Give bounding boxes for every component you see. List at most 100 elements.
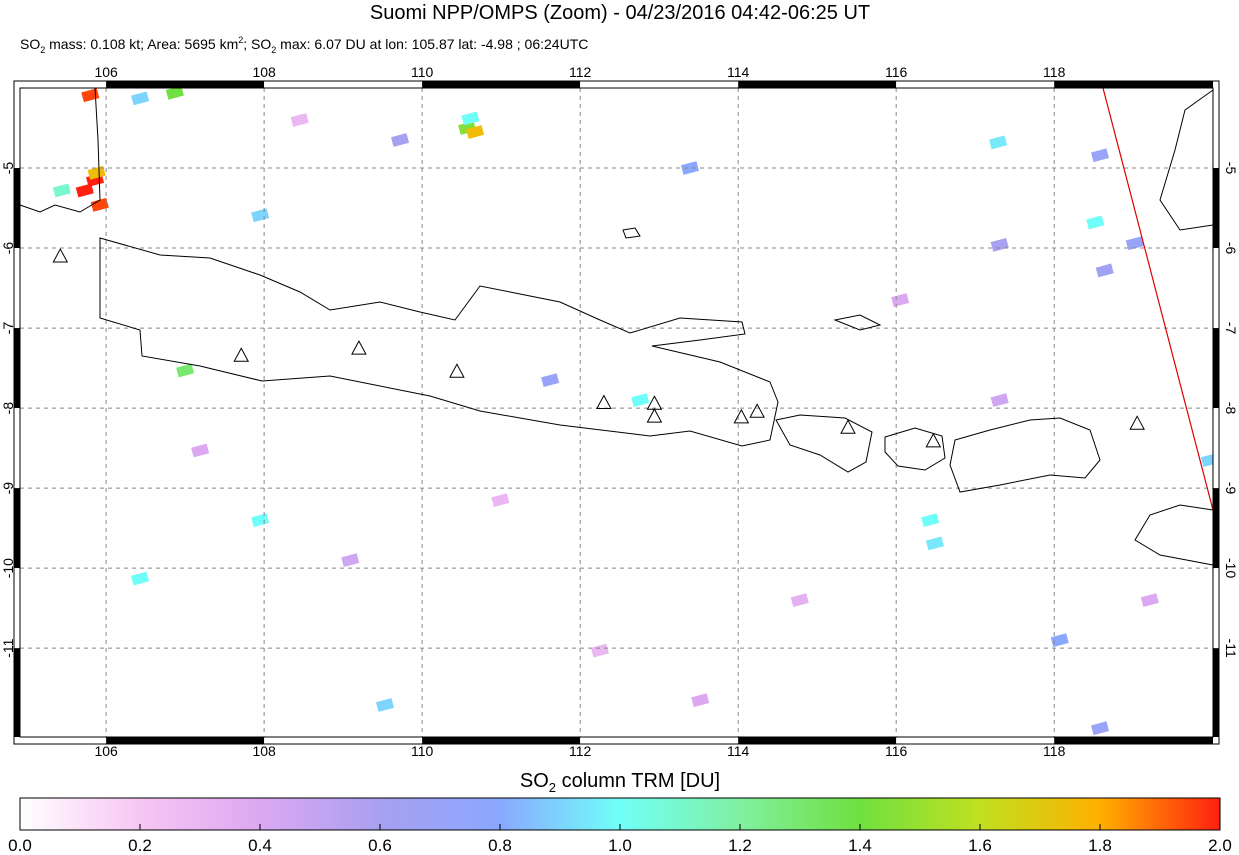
colorbar-label: SO2 column TRM [DU] <box>520 770 720 795</box>
volcano <box>840 419 856 434</box>
subtitle-part: SO <box>20 36 40 52</box>
frame-band <box>106 81 265 88</box>
frame-band <box>1213 168 1219 249</box>
so2-pixel <box>1090 721 1110 736</box>
volcano <box>449 363 465 378</box>
so2-pixel <box>680 161 699 175</box>
frame-band <box>14 248 20 329</box>
so2-pixel <box>251 208 270 223</box>
coastline <box>949 417 1101 493</box>
so2-pixel <box>75 183 94 198</box>
coastline <box>622 227 882 331</box>
so2-pixel <box>176 363 195 378</box>
volcano <box>749 403 765 418</box>
so2-pixel <box>165 85 184 100</box>
y-tick-label: -8 <box>1223 402 1239 415</box>
colorbar-tick-label: 1.0 <box>608 836 632 855</box>
grid <box>20 88 1213 737</box>
frame-band <box>1213 88 1219 169</box>
so2-pixel <box>131 571 150 586</box>
so2-pixel <box>925 536 944 551</box>
coastlines <box>19 87 1214 566</box>
so2-pixel <box>891 293 910 307</box>
frame-band <box>14 568 20 649</box>
so2-pixel <box>541 373 560 387</box>
orbit-edge <box>1102 87 1214 511</box>
colorbar-tick-label: 1.2 <box>728 836 752 855</box>
so2-pixel <box>1090 148 1110 163</box>
y-tick-label: -7 <box>1223 322 1239 335</box>
so2-pixel <box>1095 263 1114 278</box>
volcano <box>596 394 612 409</box>
frame-band <box>1054 81 1213 88</box>
x-tick-label: 114 <box>727 743 750 759</box>
frame-band <box>422 81 581 88</box>
frame-band <box>14 408 20 489</box>
frame-band <box>106 737 265 744</box>
frame-band <box>14 488 20 569</box>
frame-band <box>580 737 739 744</box>
volcano <box>52 247 69 263</box>
y-tick-label: -9 <box>0 482 16 495</box>
colorbar-tick-label: 0.0 <box>8 836 32 855</box>
frame-band <box>1213 408 1219 489</box>
frame-band <box>1213 648 1219 737</box>
so2-pixel <box>341 553 360 568</box>
frame-band <box>1213 248 1219 329</box>
volcano <box>925 432 942 448</box>
so2-pixel <box>491 493 510 508</box>
y-tick-label: -9 <box>1223 482 1239 495</box>
colorbar-tick-label: 1.8 <box>1088 836 1112 855</box>
frame-band <box>20 737 107 744</box>
y-tick-label: -11 <box>1223 639 1239 658</box>
subtitle-part: max: 6.07 DU at lon: 105.87 lat: -4.98 ;… <box>276 36 588 52</box>
coastline <box>19 87 101 213</box>
x-tick-label: 116 <box>885 64 908 80</box>
coastline <box>1159 89 1214 231</box>
frame-band <box>14 328 20 409</box>
so2-pixel <box>1140 593 1159 608</box>
y-tick-label: -8 <box>0 402 16 415</box>
y-tick-label: -6 <box>1223 242 1239 255</box>
colorbar-tick-label: 2.0 <box>1208 836 1232 855</box>
colorbar-label-part: column TRM [DU] <box>556 770 720 792</box>
colorbar-label-sub: 2 <box>549 780 556 795</box>
frame-band <box>896 737 1055 744</box>
coastline <box>884 427 946 471</box>
frame-band <box>738 81 897 88</box>
x-tick-label: 106 <box>94 64 118 80</box>
frame-band <box>1054 737 1213 744</box>
frame <box>13 80 1220 745</box>
so2-pixel <box>90 197 109 212</box>
so2-pixel <box>87 165 106 180</box>
so2-pixel <box>989 135 1008 150</box>
frame-band <box>264 81 423 88</box>
frame-band <box>14 88 20 169</box>
frame-band <box>580 81 739 88</box>
x-tick-label: 114 <box>727 64 750 80</box>
so2-pixel <box>691 693 710 708</box>
colorbar-tick-label: 0.2 <box>128 836 152 855</box>
volcano <box>233 347 250 362</box>
y-tick-label: -10 <box>0 558 16 578</box>
x-tick-label: 110 <box>411 64 434 80</box>
so2-pixel <box>631 393 650 407</box>
x-tick-label: 118 <box>1043 743 1066 759</box>
volcano <box>646 395 663 410</box>
so2-pixel <box>990 237 1009 252</box>
axes: 106 106 108 108 110 110 112 112 114 114 116 116 118 1… <box>0 64 1239 759</box>
chart-title: Suomi NPP/OMPS (Zoom) - 04/23/2016 04:42… <box>370 2 870 24</box>
so2-pixel <box>1050 633 1069 648</box>
so2-pixel <box>391 133 410 147</box>
so2-pixel <box>590 643 609 658</box>
coastline <box>1134 504 1214 566</box>
x-tick-label: 106 <box>94 743 118 759</box>
so2-pixel <box>52 183 71 198</box>
x-tick-label: 108 <box>252 743 276 759</box>
frame-band <box>20 81 107 88</box>
colorbar-ticks: 0.0 0.2 0.4 0.6 0.8 1.0 1.2 1.4 1.6 1.8 2.0 <box>8 824 1232 855</box>
subtitle-sup: 2 <box>238 35 243 45</box>
y-tick-label: -5 <box>0 162 16 175</box>
coastline <box>99 237 779 447</box>
pixel-layer <box>52 85 1219 736</box>
